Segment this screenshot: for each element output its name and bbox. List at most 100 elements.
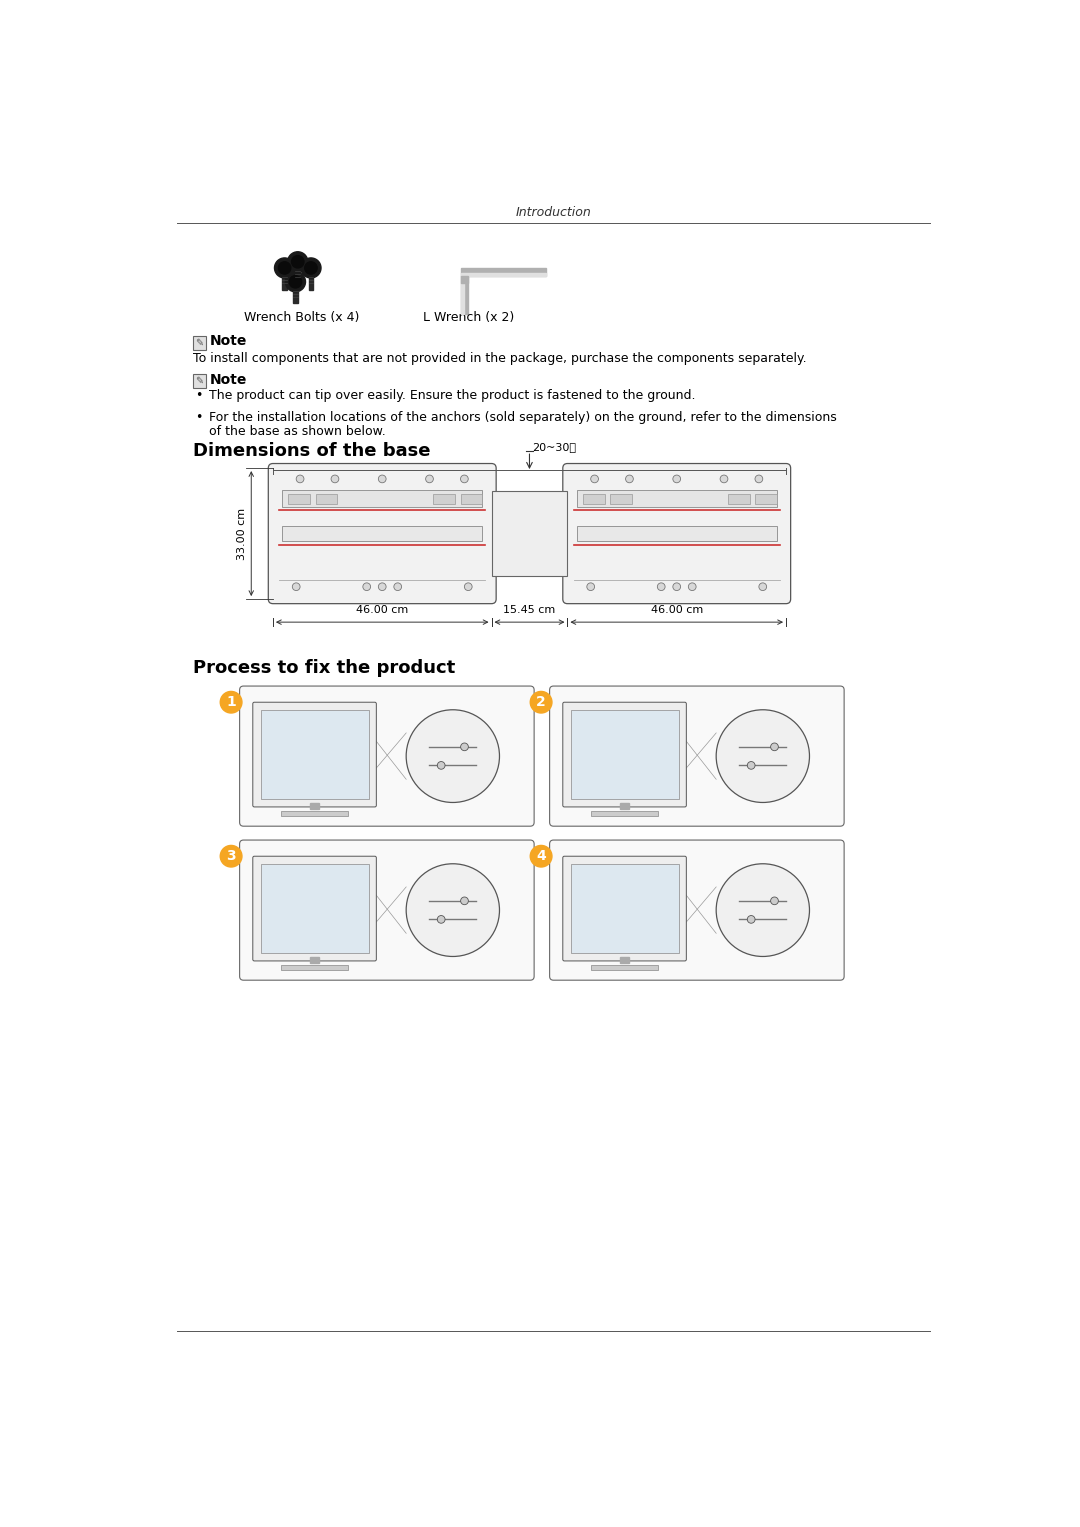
FancyBboxPatch shape — [253, 857, 376, 960]
Text: 46.00 cm: 46.00 cm — [650, 605, 703, 615]
Circle shape — [363, 583, 370, 591]
Circle shape — [285, 272, 306, 292]
Circle shape — [378, 475, 387, 483]
Text: •: • — [194, 389, 202, 402]
Text: 15.45 cm: 15.45 cm — [503, 605, 555, 615]
Text: L Wrench (x 2): L Wrench (x 2) — [422, 312, 514, 325]
Text: To install components that are not provided in the package, purchase the compone: To install components that are not provi… — [193, 353, 807, 365]
FancyBboxPatch shape — [253, 702, 376, 806]
Bar — [620, 957, 630, 964]
Text: 33.00 cm: 33.00 cm — [238, 507, 247, 560]
Circle shape — [688, 583, 697, 591]
FancyBboxPatch shape — [550, 686, 845, 826]
Bar — [570, 710, 678, 799]
Text: 3: 3 — [227, 849, 235, 863]
FancyBboxPatch shape — [563, 702, 686, 806]
Circle shape — [747, 916, 755, 924]
Bar — [260, 864, 368, 953]
Circle shape — [292, 255, 303, 267]
Bar — [755, 493, 777, 504]
Circle shape — [658, 583, 665, 591]
Circle shape — [759, 583, 767, 591]
Bar — [288, 493, 310, 504]
Text: 20~30㎡: 20~30㎡ — [532, 443, 577, 452]
Bar — [592, 811, 658, 815]
Circle shape — [586, 583, 595, 591]
Bar — [460, 493, 482, 504]
Text: 2: 2 — [537, 695, 546, 709]
Circle shape — [332, 475, 339, 483]
Circle shape — [305, 261, 318, 275]
Bar — [460, 276, 469, 284]
Bar — [460, 276, 469, 315]
Bar — [293, 289, 298, 304]
FancyBboxPatch shape — [193, 374, 205, 388]
Circle shape — [394, 583, 402, 591]
Bar — [282, 811, 348, 815]
FancyBboxPatch shape — [550, 840, 845, 980]
Circle shape — [720, 475, 728, 483]
Bar — [491, 492, 567, 576]
Circle shape — [406, 710, 499, 803]
Bar — [592, 965, 658, 970]
Circle shape — [274, 258, 295, 278]
Circle shape — [530, 692, 552, 713]
Text: 1: 1 — [226, 695, 235, 709]
Circle shape — [464, 583, 472, 591]
Bar — [282, 275, 287, 290]
Bar — [610, 493, 632, 504]
FancyBboxPatch shape — [240, 686, 535, 826]
Circle shape — [378, 583, 387, 591]
Text: 4: 4 — [537, 849, 546, 863]
Circle shape — [220, 846, 242, 867]
Circle shape — [716, 710, 810, 803]
Bar — [315, 493, 337, 504]
Circle shape — [301, 258, 321, 278]
Circle shape — [673, 475, 680, 483]
Bar — [460, 267, 545, 276]
Bar — [620, 803, 630, 809]
Bar — [433, 493, 455, 504]
Circle shape — [460, 475, 469, 483]
Bar — [296, 267, 300, 284]
Text: Dimensions of the base: Dimensions of the base — [193, 443, 431, 460]
Circle shape — [220, 692, 242, 713]
FancyBboxPatch shape — [563, 857, 686, 960]
Bar — [282, 490, 482, 507]
Circle shape — [406, 864, 499, 956]
Circle shape — [296, 475, 303, 483]
Circle shape — [287, 252, 308, 272]
Circle shape — [716, 864, 810, 956]
Circle shape — [289, 276, 301, 289]
Circle shape — [771, 896, 779, 904]
Text: Wrench Bolts (x 4): Wrench Bolts (x 4) — [244, 312, 360, 325]
FancyBboxPatch shape — [193, 336, 205, 350]
Text: ✎: ✎ — [195, 376, 203, 386]
Circle shape — [437, 762, 445, 770]
Text: The product can tip over easily. Ensure the product is fastened to the ground.: The product can tip over easily. Ensure … — [208, 389, 696, 402]
FancyBboxPatch shape — [268, 464, 496, 603]
Text: 46.00 cm: 46.00 cm — [356, 605, 408, 615]
Circle shape — [293, 583, 300, 591]
Text: Introduction: Introduction — [515, 206, 592, 218]
Circle shape — [755, 475, 762, 483]
FancyBboxPatch shape — [563, 464, 791, 603]
Text: ✎: ✎ — [195, 337, 203, 348]
Bar — [461, 276, 463, 315]
Circle shape — [426, 475, 433, 483]
Circle shape — [625, 475, 633, 483]
Circle shape — [591, 475, 598, 483]
FancyBboxPatch shape — [240, 840, 535, 980]
Circle shape — [460, 744, 469, 751]
Text: Note: Note — [210, 334, 246, 348]
Bar — [583, 493, 605, 504]
Bar — [577, 490, 777, 507]
Bar — [282, 965, 348, 970]
Text: Process to fix the product: Process to fix the product — [193, 660, 456, 678]
Bar — [728, 493, 750, 504]
Circle shape — [437, 916, 445, 924]
Bar — [310, 957, 320, 964]
Circle shape — [460, 896, 469, 904]
Circle shape — [530, 846, 552, 867]
Bar — [570, 864, 678, 953]
